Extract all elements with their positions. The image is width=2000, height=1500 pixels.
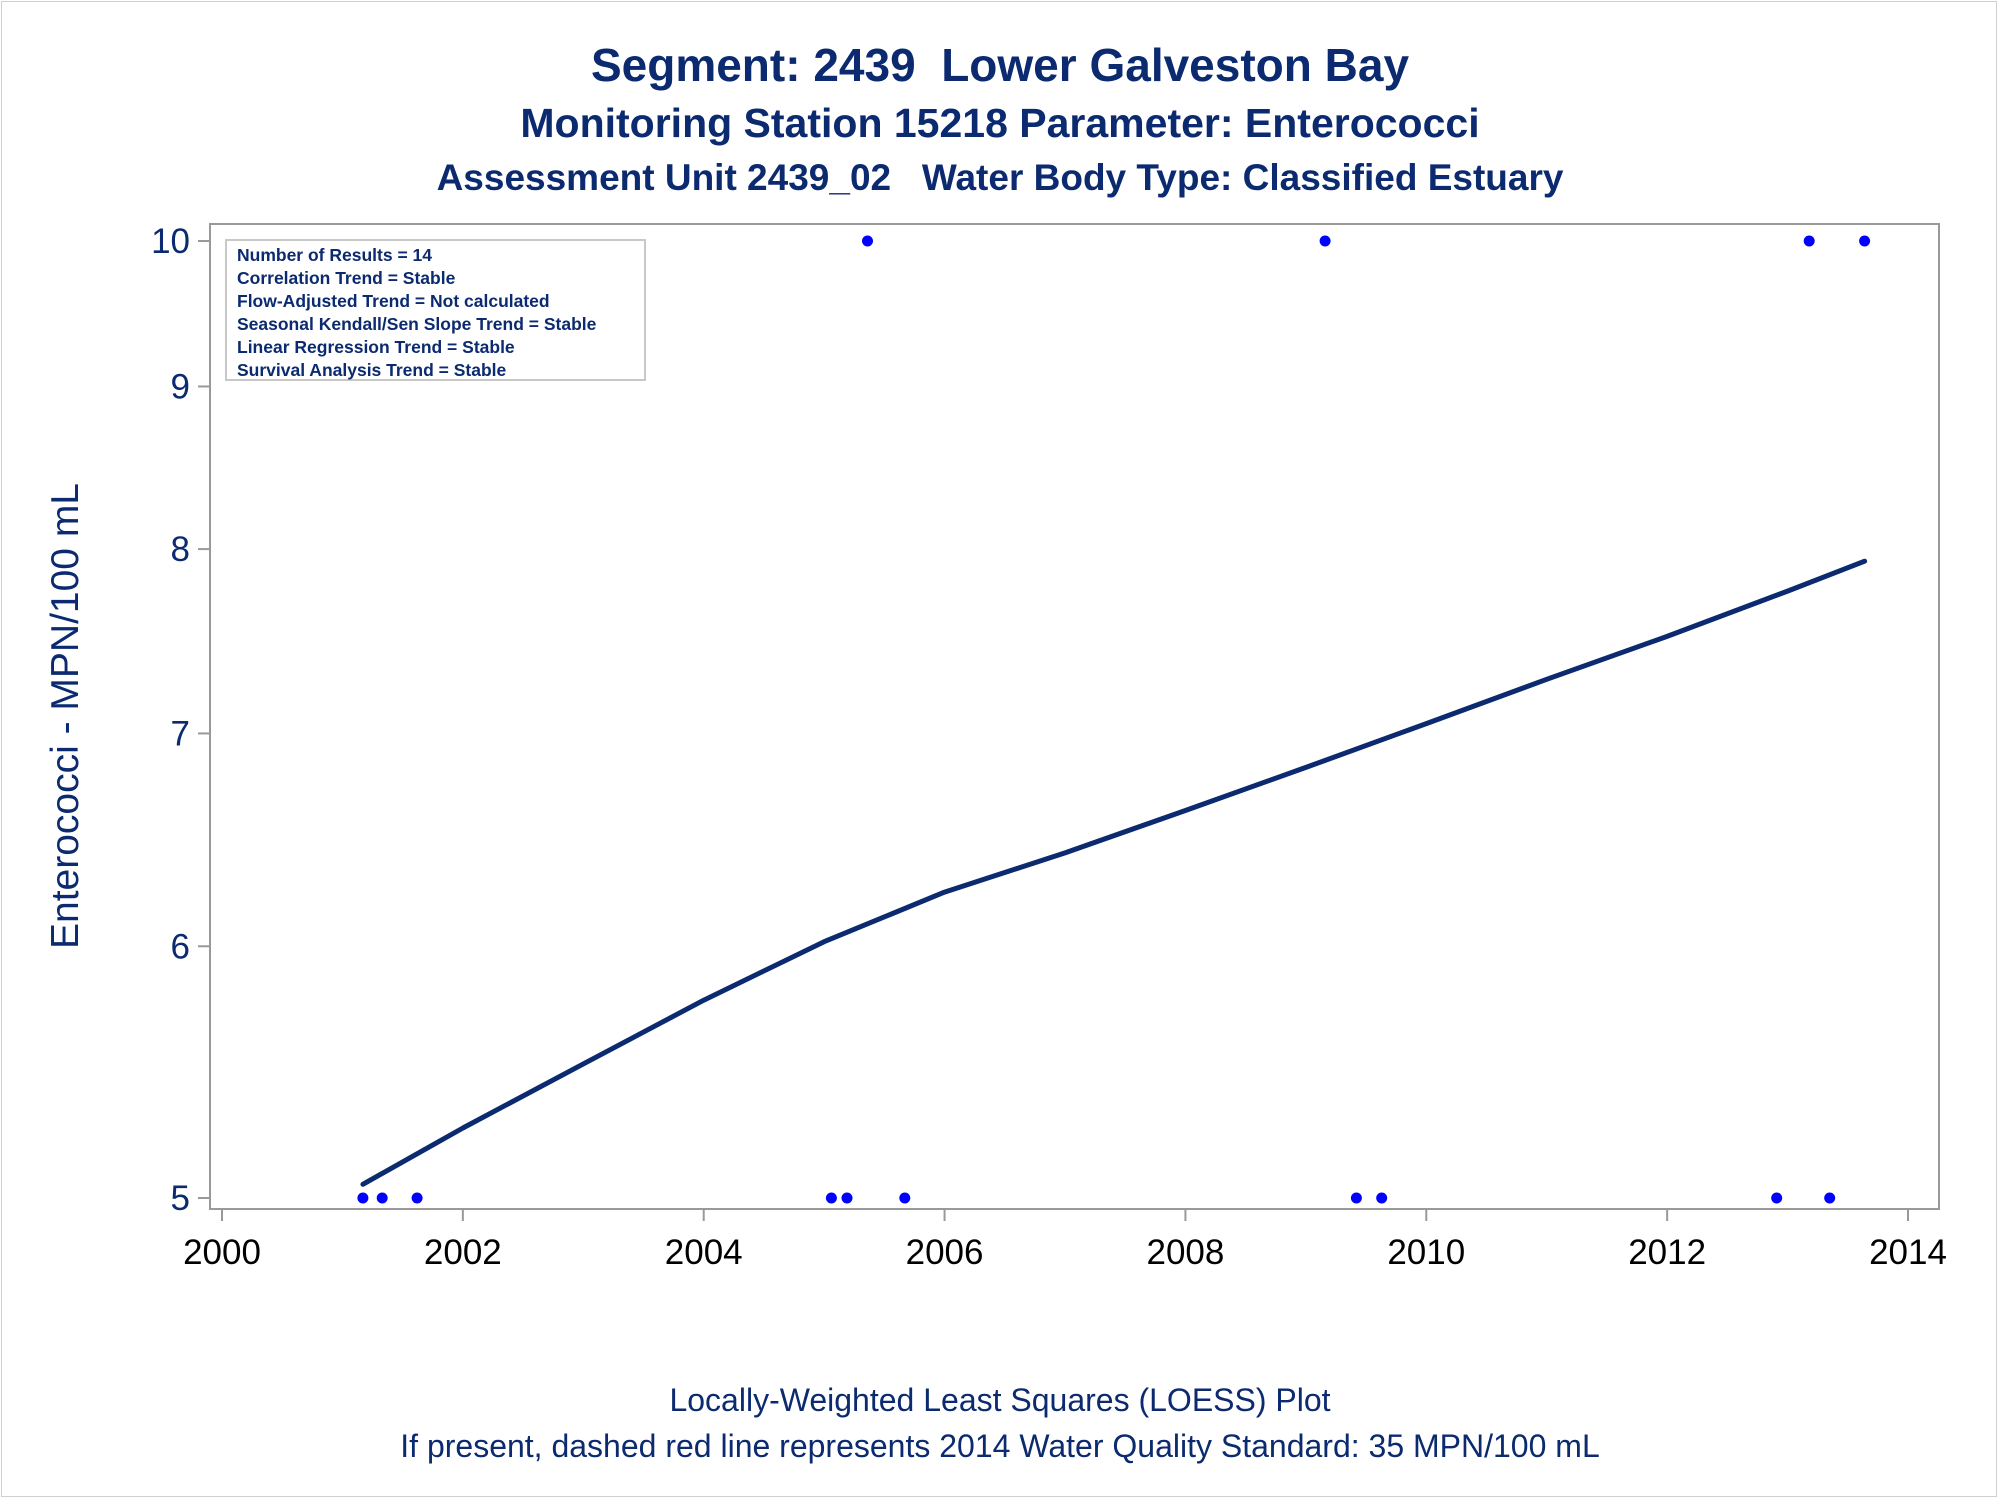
- stat-seasonal-kendall-trend: Seasonal Kendall/Sen Slope Trend = Stabl…: [237, 314, 597, 334]
- data-point: [841, 1192, 853, 1204]
- x-tick-label: 2012: [1628, 1233, 1706, 1272]
- y-axis-label: Enterococci - MPN/100 mL: [44, 483, 87, 949]
- x-tick-label: 2004: [665, 1233, 743, 1272]
- y-tick-label: 9: [171, 367, 190, 406]
- data-point: [899, 1192, 911, 1204]
- loess-line: [360, 558, 1868, 1187]
- points-layer: [357, 235, 1871, 1204]
- data-point: [1350, 1192, 1362, 1204]
- stat-flow-adjusted-trend: Flow-Adjusted Trend = Not calculated: [237, 291, 550, 311]
- y-axis: 5 6 7 8 9 10: [151, 222, 210, 1218]
- x-tick-label: 2000: [183, 1233, 261, 1272]
- y-tick-label: 6: [171, 927, 190, 966]
- chart-subtitle-2: Assessment Unit 2439_02 Water Body Type:…: [436, 157, 1564, 198]
- data-point: [376, 1192, 388, 1204]
- x-axis: 2000 2002 2004 2006 2008 2010 2012 2014: [183, 1209, 1947, 1272]
- x-tick-label: 2014: [1869, 1233, 1947, 1272]
- stat-number-of-results: Number of Results = 14: [237, 245, 432, 265]
- data-point: [1803, 235, 1815, 247]
- chart-title: Segment: 2439 Lower Galveston Bay: [590, 39, 1410, 91]
- stat-correlation-trend: Correlation Trend = Stable: [237, 268, 456, 288]
- data-point: [357, 1192, 369, 1204]
- data-point: [411, 1192, 423, 1204]
- y-tick-label: 8: [171, 530, 190, 569]
- data-point: [1771, 1192, 1783, 1204]
- data-point: [1859, 235, 1871, 247]
- x-tick-label: 2002: [424, 1233, 502, 1272]
- x-tick-label: 2010: [1387, 1233, 1465, 1272]
- data-point: [825, 1192, 837, 1204]
- loess-layer: [360, 558, 1868, 1187]
- chart-subtitle: Monitoring Station 15218 Parameter: Ente…: [520, 100, 1480, 146]
- data-point: [862, 235, 873, 247]
- x-tick-label: 2008: [1146, 1233, 1224, 1272]
- y-tick-label: 7: [171, 714, 190, 753]
- trend-stats-box: Number of Results = 14 Correlation Trend…: [225, 239, 646, 381]
- data-point: [1319, 235, 1331, 247]
- stat-linear-regression-trend: Linear Regression Trend = Stable: [237, 337, 515, 357]
- stat-survival-analysis-trend: Survival Analysis Trend = Stable: [237, 360, 507, 380]
- y-tick-label: 5: [171, 1179, 190, 1218]
- footnote-plot-type: Locally-Weighted Least Squares (LOESS) P…: [669, 1382, 1331, 1418]
- data-point: [1376, 1192, 1388, 1204]
- footnote-standard: If present, dashed red line represents 2…: [400, 1428, 1600, 1464]
- y-tick-label: 10: [151, 222, 190, 261]
- x-tick-label: 2006: [906, 1233, 984, 1272]
- data-point: [1824, 1192, 1836, 1204]
